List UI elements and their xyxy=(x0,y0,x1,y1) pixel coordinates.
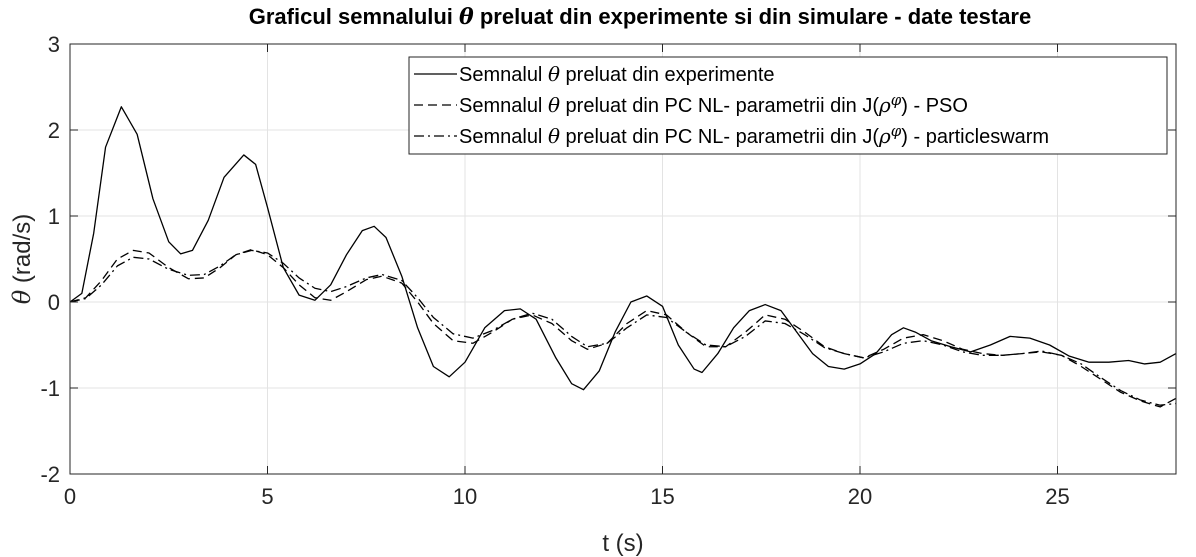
x-tick-label: 20 xyxy=(848,484,872,509)
x-axis-title: t (s) xyxy=(602,530,643,557)
y-axis-title-symbol: θ xyxy=(8,289,36,304)
y-axis-title: θ (rad/s) xyxy=(8,214,36,304)
legend-box xyxy=(408,56,1168,155)
series-line-2 xyxy=(69,248,1177,408)
chart-title-prefix: Graficul semnalului xyxy=(249,4,459,29)
y-tick-label: 2 xyxy=(48,118,60,143)
x-tick-label: 0 xyxy=(64,484,76,509)
chart-title: Graficul semnalului θ preluat din experi… xyxy=(249,4,1031,30)
legend-entry-3: Semnalul θ preluat din PC NL- parametrii… xyxy=(459,122,1049,148)
ticks: 0 5 10 15 20 25 -2 -1 0 1 2 3 xyxy=(40,32,1176,509)
legend-entry-2: Semnalul θ preluat din PC NL- parametrii… xyxy=(459,91,968,117)
x-tick-label: 5 xyxy=(261,484,273,509)
x-tick-label: 25 xyxy=(1045,484,1069,509)
chart-title-symbol: θ xyxy=(459,4,474,30)
plot-frame xyxy=(69,43,1177,475)
x-tick-label: 10 xyxy=(453,484,477,509)
y-tick-label: 0 xyxy=(48,290,60,315)
y-tick-label: 3 xyxy=(48,32,60,57)
y-axis-title-text: (rad/s) xyxy=(9,214,36,290)
series-group xyxy=(69,106,1177,408)
legend: Semnalul θ preluat din experimente Semnal… xyxy=(408,56,1168,155)
chart-title-suffix: preluat din experimente si din simulare … xyxy=(474,4,1032,29)
x-tick-label: 15 xyxy=(650,484,674,509)
y-tick-label: 1 xyxy=(48,204,60,229)
y-tick-label: -1 xyxy=(40,376,60,401)
y-tick-label: -2 xyxy=(40,462,60,487)
series-line-1 xyxy=(69,106,1177,391)
legend-entry-1: Semnalul θ preluat din experimente xyxy=(459,62,775,86)
